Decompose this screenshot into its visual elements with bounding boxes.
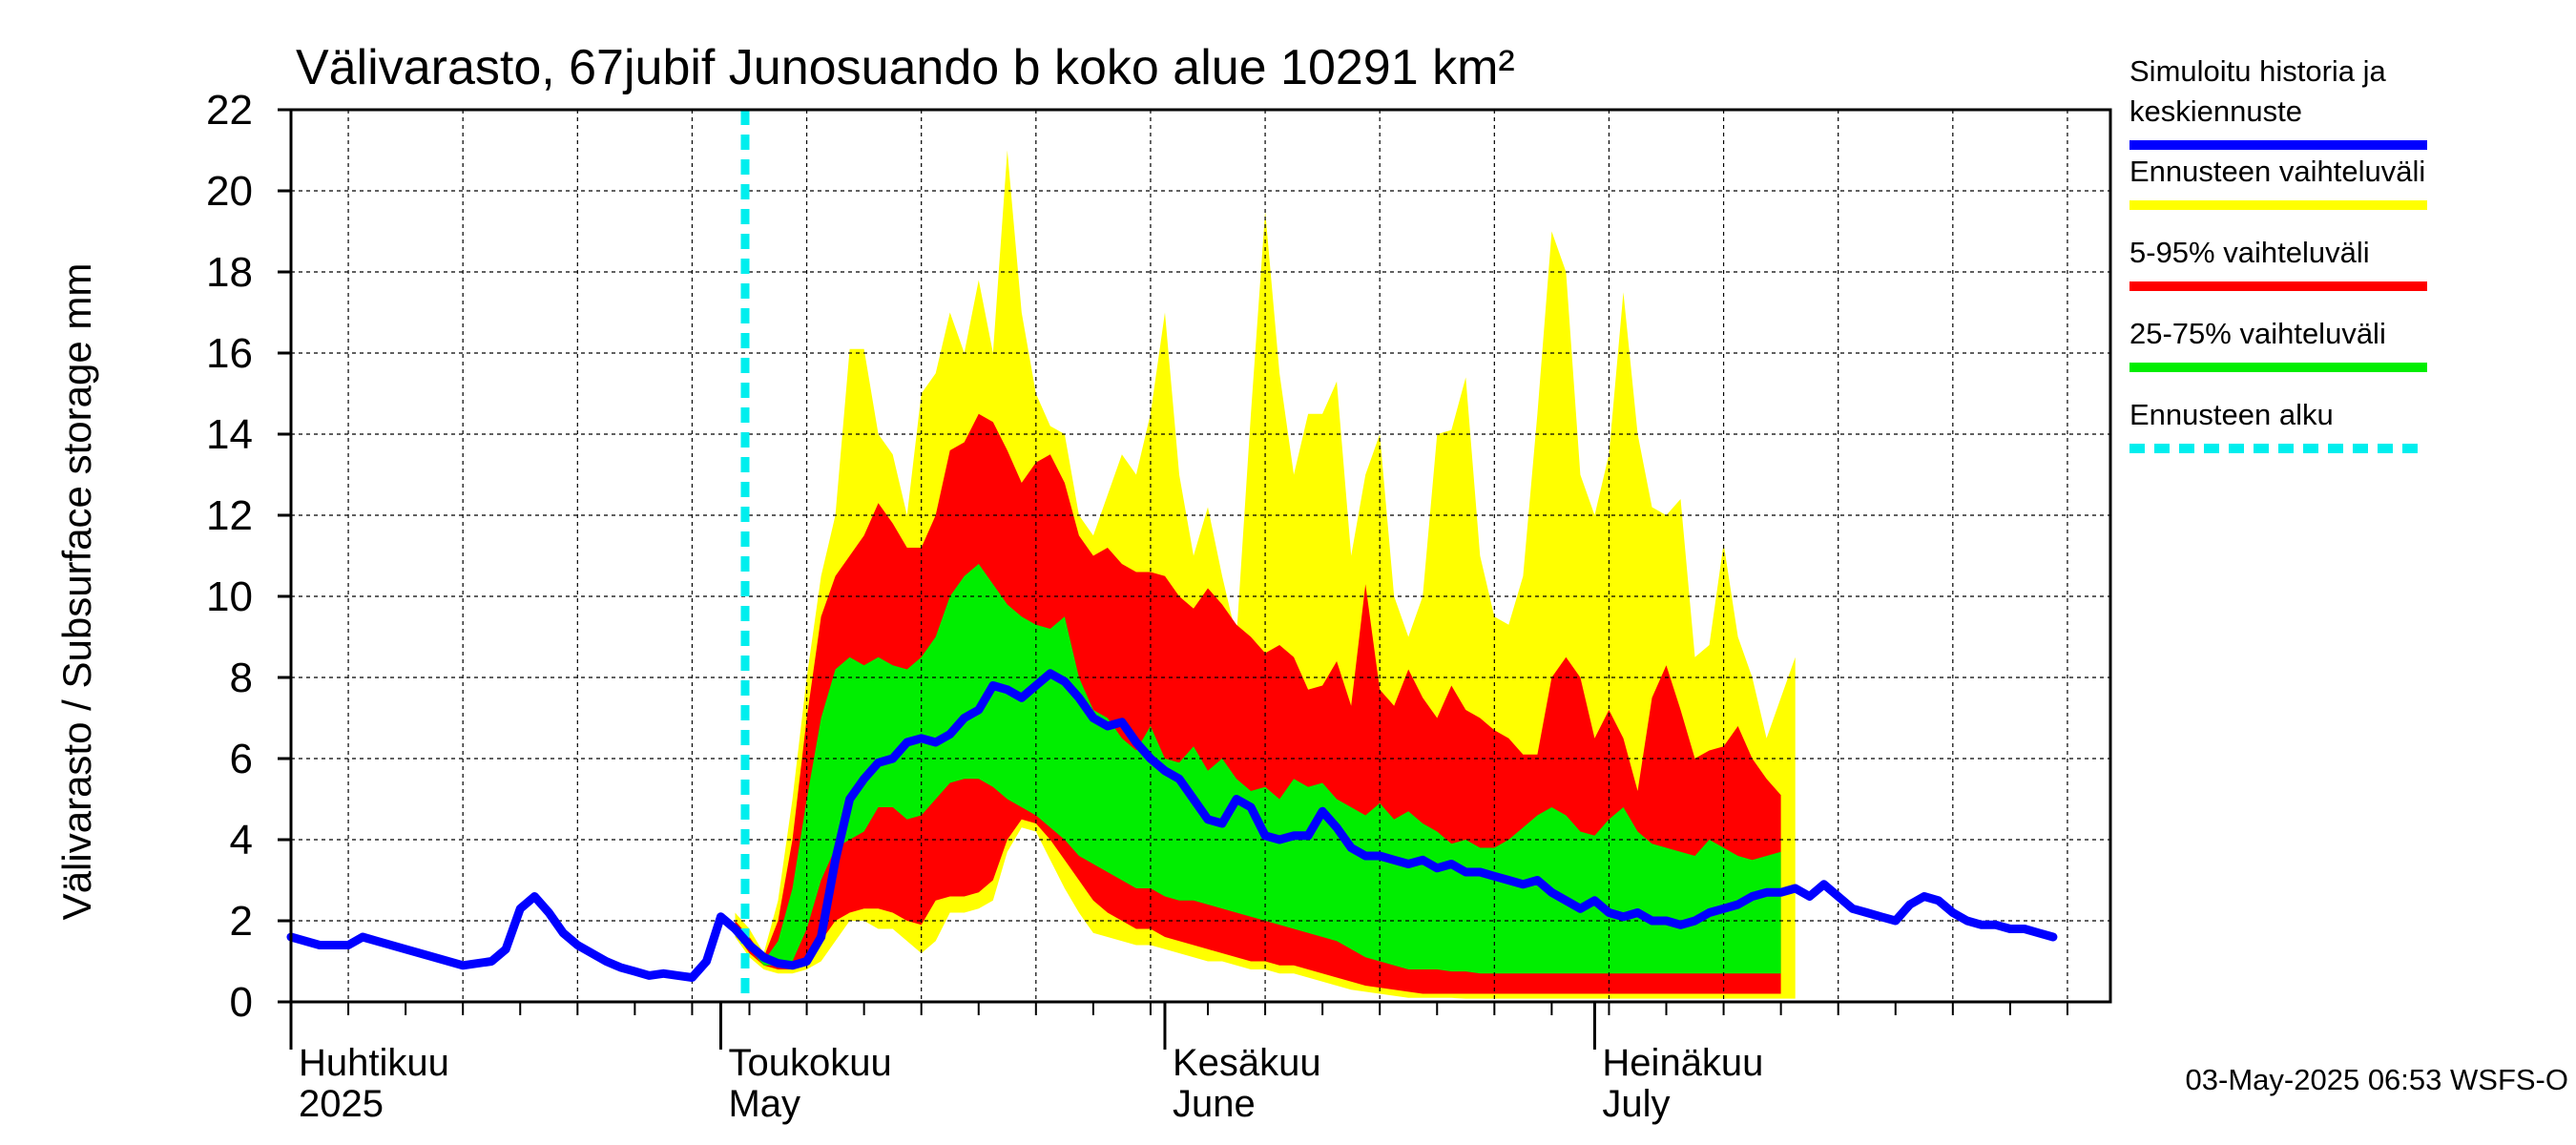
legend-item: 25-75% vaihteluväli [2129,317,2427,372]
y-tick-label: 2 [230,898,253,945]
plot-area [286,108,2112,1004]
median-forecast-line [817,669,2058,942]
legend-label: 25-75% vaihteluväli [2129,317,2386,350]
y-tick-label: 18 [206,249,253,296]
month-label: Kesäkuu [1173,1042,1321,1084]
chart-title: Välivarasto, 67jubif Junosuando b koko a… [296,40,1515,95]
y-tick-label: 8 [230,655,253,701]
month-label: Huhtikuu [299,1042,449,1084]
y-tick-label: 16 [206,330,253,377]
forecast-bands [735,150,1796,999]
legend-item: Ennusteen alku [2129,398,2427,453]
plot-frame [289,108,2112,1004]
legend-label: 5-95% vaihteluväli [2129,236,2370,269]
grid-lines [291,110,2110,1002]
y-tick-label: 0 [230,979,253,1026]
legend-label: keskiennuste [2129,94,2302,128]
y-tick-label: 6 [230,736,253,782]
band-green [735,564,1781,974]
y-tick-label: 22 [206,87,253,134]
y-tick-label: 10 [206,573,253,620]
y-tick-label: 14 [206,411,253,458]
month-label-sub: May [728,1083,800,1125]
series-lines [286,110,2058,1002]
month-label-sub: June [1173,1083,1256,1125]
y-axis: 0 2 4 6 8 10 12 14 16 18 20 22 [206,87,291,1026]
timestamp: 03-May-2025 06:53 WSFS-O [2186,1063,2568,1096]
y-axis-label: Välivarasto / Subsurface storage mm [54,263,99,921]
legend: Simuloitu historia ja keskiennuste Ennuste… [2129,54,2427,453]
month-label: Heinäkuu [1602,1042,1763,1084]
legend-item: Ennusteen vaihteluväli [2129,155,2427,210]
legend-item: Simuloitu historia ja keskiennuste [2129,54,2427,150]
y-tick-label: 20 [206,168,253,215]
month-label-sub: July [1602,1083,1670,1125]
legend-label: Ennusteen vaihteluväli [2129,155,2425,188]
legend-label: Simuloitu historia ja [2129,54,2387,88]
month-label-sub: 2025 [299,1083,384,1125]
y-tick-label: 4 [230,817,253,864]
legend-label: Ennusteen alku [2129,398,2334,431]
y-tick-label: 12 [206,492,253,539]
legend-item: 5-95% vaihteluväli [2129,236,2427,291]
month-label: Toukokuu [728,1042,891,1084]
history-line [286,892,826,982]
